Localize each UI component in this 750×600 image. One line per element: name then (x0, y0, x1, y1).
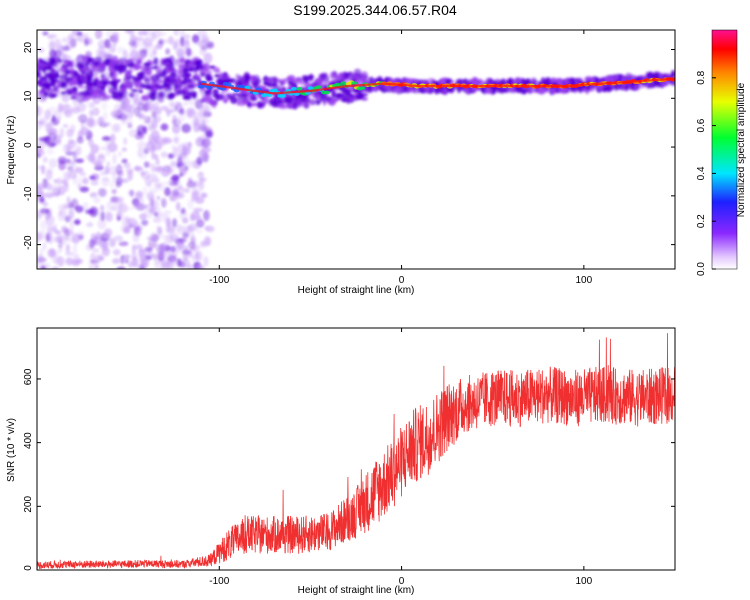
top-ylabel: Frequency (Hz) (6, 116, 17, 185)
bottom-xtick-label: 0 (399, 576, 405, 587)
colorbar-tick-label: 0.4 (696, 166, 707, 180)
bottom-ytick-label: 0 (23, 565, 34, 571)
colorbar-tick-label: 0.0 (696, 262, 707, 276)
top-xtick-label: 0 (399, 275, 405, 286)
bottom-xtick-label: -100 (209, 576, 229, 587)
top-ytick-label: 0 (23, 142, 34, 148)
top-ytick-label: 10 (23, 90, 34, 102)
top-xtick-label: -100 (209, 275, 229, 286)
colorbar-tick-label: 0.2 (696, 214, 707, 228)
colorbar (711, 29, 738, 270)
bottom-ytick-label: 600 (23, 368, 34, 385)
top-xtick-label: 100 (576, 275, 593, 286)
spectral-ridge (200, 77, 675, 95)
top-ytick-label: -20 (23, 235, 34, 250)
snr-series-line (37, 333, 675, 570)
bottom-ytick-label: 200 (23, 496, 34, 513)
bottom-ylabel: SNR (10 * v/v) (6, 418, 17, 482)
top-ytick-label: 20 (23, 42, 34, 54)
bottom-xlabel: Height of straight line (km) (298, 585, 415, 596)
colorbar-tick-label: 0.6 (696, 118, 707, 132)
bottom-ytick-label: 400 (23, 432, 34, 449)
snr-panel: -100 0 100 0 200 400 600 Height of straight li… (6, 327, 676, 596)
bottom-plot-frame (36, 327, 676, 571)
top-plot-frame (36, 29, 676, 270)
top-ytick-label: -10 (23, 186, 34, 201)
colorbar-tick-label: 0.8 (696, 70, 707, 84)
figure-title: S199.2025.344.06.57.R04 (293, 2, 457, 18)
top-xlabel: Height of straight line (km) (298, 285, 415, 296)
colorbar-label: Normalized spectral amplitude (736, 82, 747, 217)
bottom-xtick-label: 100 (576, 576, 593, 587)
spectrogram-image (37, 30, 675, 269)
